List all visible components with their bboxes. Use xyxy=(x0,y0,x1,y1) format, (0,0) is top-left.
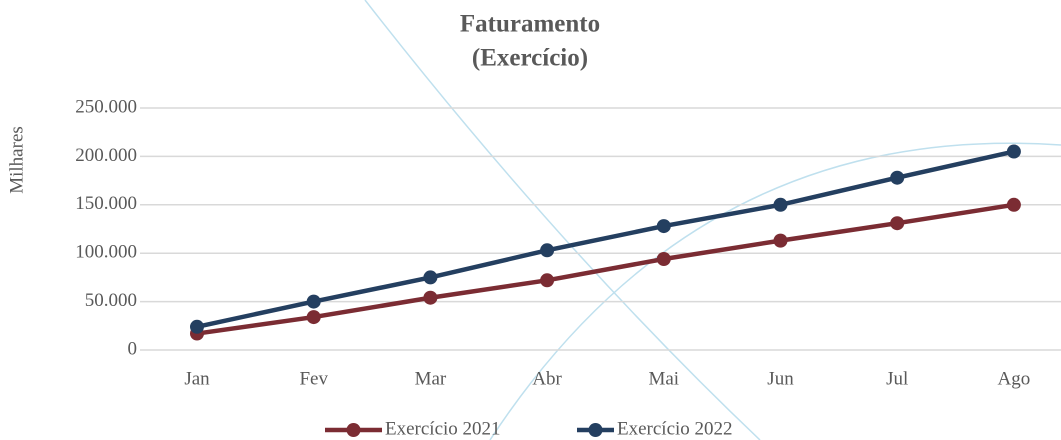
point xyxy=(890,216,905,231)
x-tick-label: Jun xyxy=(767,368,794,389)
x-tick-label: Mar xyxy=(415,368,447,389)
legend-marker xyxy=(346,423,361,437)
point xyxy=(540,243,555,258)
point xyxy=(1006,144,1021,159)
y-tick-label: 250.000 xyxy=(75,96,137,117)
point xyxy=(306,310,321,325)
point xyxy=(423,270,438,285)
point xyxy=(773,233,788,248)
point xyxy=(656,252,671,267)
y-tick-label: 0 xyxy=(128,338,138,359)
x-tick-label: Fev xyxy=(299,368,328,389)
decor-arc xyxy=(364,0,761,440)
point xyxy=(540,273,555,288)
x-tick-label: Mai xyxy=(648,368,679,389)
y-tick-label: 200.000 xyxy=(75,145,137,166)
chart-title: Faturamento xyxy=(460,11,600,38)
x-tick-label: Jan xyxy=(184,368,210,389)
series-line xyxy=(196,149,1015,329)
decor-arc xyxy=(489,142,1061,440)
point xyxy=(656,219,671,234)
legend-label: Exercício 2021 xyxy=(385,418,501,439)
chart-subtitle: (Exercício) xyxy=(472,45,588,72)
y-axis-label: Milhares xyxy=(6,126,27,194)
x-tick-label: Jul xyxy=(886,368,908,389)
point xyxy=(1006,197,1021,212)
point xyxy=(773,197,788,212)
point xyxy=(423,290,438,305)
point xyxy=(306,294,321,309)
y-tick-label: 150.000 xyxy=(75,193,137,214)
point xyxy=(190,319,204,334)
legend-marker xyxy=(588,423,603,437)
legend-label: Exercício 2022 xyxy=(617,418,733,439)
series-line xyxy=(196,202,1015,336)
y-tick-label: 100.000 xyxy=(75,242,137,263)
x-tick-label: Abr xyxy=(532,368,562,389)
y-tick-label: 50.000 xyxy=(85,290,137,311)
x-tick-label: Ago xyxy=(998,368,1031,389)
point xyxy=(890,170,905,185)
